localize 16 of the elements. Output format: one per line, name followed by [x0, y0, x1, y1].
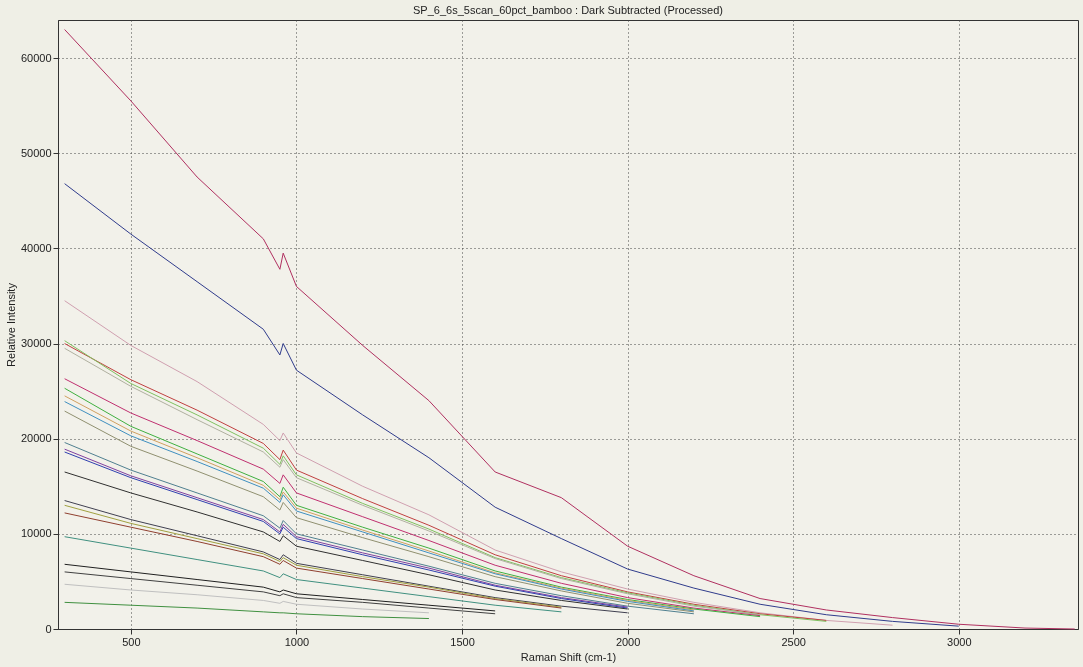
chart-title: SP_6_6s_5scan_60pct_bamboo : Dark Subtracted (Processed) [412, 4, 724, 16]
y-tick-label: 10000 [20, 527, 52, 540]
y-tick-label: 30000 [20, 337, 52, 350]
y-tick-label: 60000 [20, 51, 52, 64]
x-axis-title: Raman Shift (cm-1) [520, 650, 617, 663]
x-tick-label: 2500 [781, 635, 806, 648]
x-tick-label: 500 [122, 635, 141, 648]
y-tick-label: 50000 [20, 146, 52, 159]
y-axis-title: Relative Intensity [4, 282, 17, 367]
x-tick-label: 2000 [615, 635, 641, 648]
x-tick-label: 1000 [284, 635, 310, 648]
y-tick-label: 40000 [20, 241, 52, 254]
x-tick-label: 1500 [450, 635, 475, 648]
y-tick-label: 0 [45, 622, 52, 635]
y-tick-label: 20000 [20, 432, 52, 445]
x-tick-label: 3000 [947, 635, 972, 648]
